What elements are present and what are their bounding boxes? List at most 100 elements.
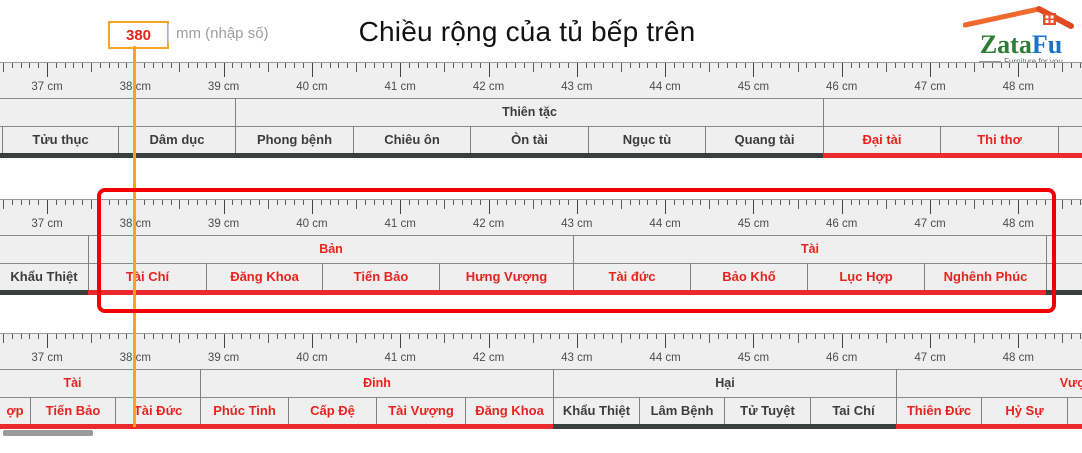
ruler-tick: [532, 200, 534, 209]
ruler-tick: [921, 200, 923, 205]
ruler-tick: [744, 63, 746, 68]
ruler-tick: [311, 63, 313, 77]
cm-label: 47 cm: [914, 81, 946, 93]
cm-label: 39 cm: [207, 352, 240, 364]
cm-label: 40 cm: [296, 218, 328, 230]
ruler-tick: [762, 200, 764, 205]
ruler-tick: [152, 63, 154, 68]
cm-label: 46 cm: [826, 352, 858, 364]
ruler-tick: [338, 200, 340, 205]
ruler-tick: [1009, 200, 1011, 205]
ruler-cell: Khẩu Thiệt: [553, 397, 639, 424]
ruler-tick: [373, 200, 375, 205]
ruler-tick: [762, 334, 764, 339]
horizontal-scrollbar-thumb[interactable]: [3, 430, 93, 436]
ruler-tick: [532, 63, 534, 72]
ruler-tick: [417, 200, 419, 205]
ruler-tick: [612, 63, 614, 68]
ruler-tick: [603, 200, 605, 205]
ruler-tick: [550, 63, 552, 68]
ruler-tick: [744, 334, 746, 339]
ruler-tick: [435, 63, 437, 68]
ruler-tick: [250, 334, 252, 339]
ruler-tick: [885, 63, 887, 72]
ruler-tick: [585, 334, 587, 339]
row-divider: [0, 126, 1082, 127]
ruler-tick: [29, 63, 31, 68]
ruler-tick: [241, 334, 243, 339]
ruler-tick: [391, 63, 393, 68]
ruler-tick: [991, 200, 993, 205]
ruler-tick: [276, 63, 278, 68]
ruler-tick: [453, 200, 455, 205]
ruler-tick: [514, 63, 516, 68]
ruler-tick: [559, 334, 561, 339]
ruler-tick: [815, 63, 817, 68]
ruler-tick: [47, 63, 48, 77]
ruler-cell: Lâm Bệnh: [639, 397, 724, 424]
ruler-tick: [506, 63, 508, 68]
ruler-tick: [700, 200, 702, 205]
ruler-tick: [258, 334, 260, 339]
ruler-cell: Quang tài: [705, 126, 823, 153]
ruler-tick: [241, 63, 243, 68]
ruler-tick: [921, 334, 923, 339]
ruler-cell: Nghênh Phúc: [924, 263, 1046, 290]
ruler-tick: [347, 334, 349, 339]
ruler-cell: Phúc Tinh: [200, 397, 288, 424]
ruler-tick: [197, 63, 199, 68]
ruler-tick: [409, 63, 411, 68]
cm-label: 47 cm: [914, 218, 946, 230]
cm-label: 37 cm: [31, 218, 63, 230]
ruler-tick: [426, 63, 428, 68]
ruler-tick: [647, 63, 649, 68]
ruler-tick: [179, 200, 181, 209]
logo: ZataFu Furniture for you: [962, 3, 1079, 66]
ruler-tick: [594, 200, 596, 205]
ruler-tick: [409, 200, 411, 205]
ruler-status-bar: [88, 290, 1046, 295]
ruler-tick: [356, 63, 358, 72]
brand-name: ZataFu: [963, 32, 1079, 58]
ruler-tick: [1035, 63, 1037, 68]
cm-label: 41 cm: [384, 81, 416, 93]
ruler-tick: [117, 334, 119, 339]
ruler-tick: [700, 63, 702, 68]
ruler-tick: [197, 200, 199, 205]
ruler-tick: [912, 200, 914, 205]
ruler-tick: [347, 63, 349, 68]
ruler-tick: [232, 200, 234, 205]
width-input[interactable]: [108, 21, 169, 49]
cm-label: 40 cm: [296, 352, 328, 364]
ruler-tick: [718, 334, 720, 339]
ruler-tick: [877, 200, 879, 205]
ruler-tick: [620, 63, 622, 72]
ruler-tick: [894, 200, 896, 205]
cm-label: 41 cm: [384, 218, 416, 230]
ruler-tick: [152, 334, 154, 339]
ruler-tick: [223, 63, 225, 77]
ruler-tick: [841, 63, 843, 77]
ruler-tick: [382, 200, 384, 205]
ruler-tick: [620, 200, 622, 209]
ruler-bottom-band: 37 cm 38 cm 39 cm 40 cm 41 cm 42 cm 43 cm 44 cm…: [0, 333, 1082, 429]
ruler-tick: [550, 334, 552, 339]
row-divider: [0, 235, 1082, 236]
ruler-tick: [1000, 200, 1002, 205]
cm-label: 43 cm: [561, 81, 593, 93]
ruler-tick: [444, 334, 446, 343]
ruler-tick: [91, 200, 93, 209]
ruler-tick: [294, 63, 296, 68]
ruler-tick: [824, 334, 826, 339]
ruler-tick: [1018, 63, 1020, 77]
ruler-tick: [276, 334, 278, 339]
ruler-tick: [797, 63, 799, 72]
ruler-tick: [709, 63, 711, 72]
ruler-tick: [294, 334, 296, 339]
ruler-tick: [991, 63, 993, 68]
ruler-tick: [1071, 200, 1073, 205]
ruler-tick: [974, 200, 976, 209]
ruler-tick: [311, 200, 313, 214]
ruler-tick: [373, 63, 375, 68]
ruler-cell: Ngục tù: [588, 126, 705, 153]
